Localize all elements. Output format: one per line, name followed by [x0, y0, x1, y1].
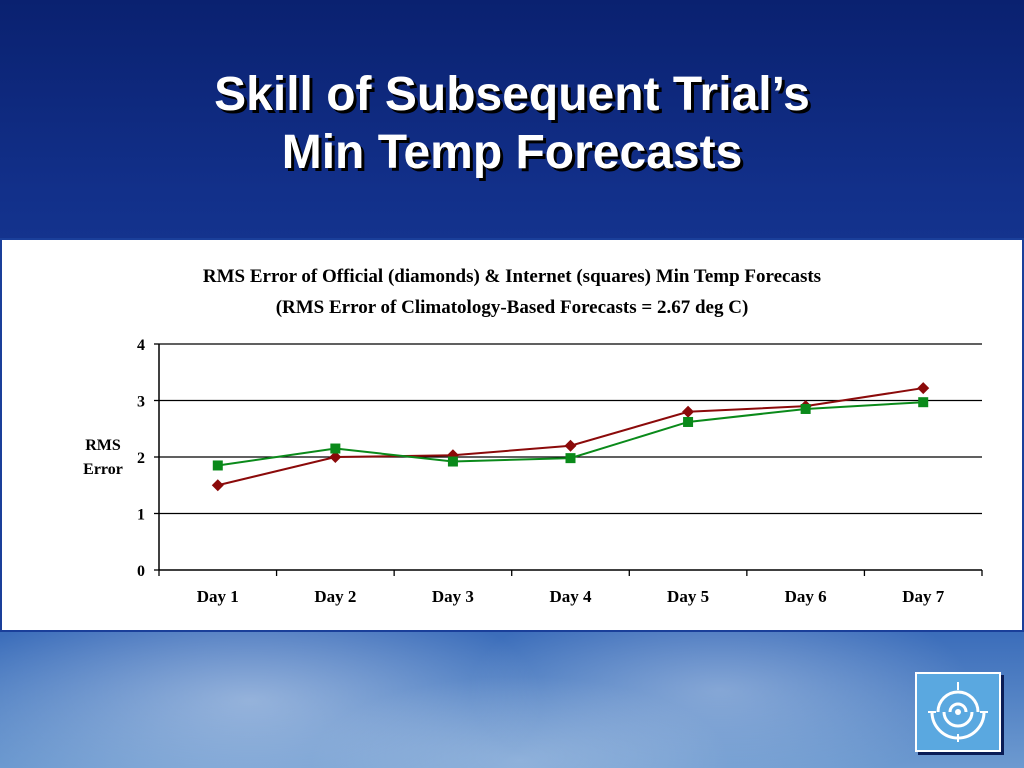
title-line-2: Min Temp Forecasts: [281, 126, 743, 179]
diamond-point: [329, 451, 342, 463]
x-tick-label: Day 1: [197, 587, 239, 606]
x-tick-label: Day 4: [549, 587, 592, 606]
square-point: [800, 403, 811, 414]
x-tick-label: Day 3: [432, 587, 474, 606]
chart-subtitle: (RMS Error of Climatology-Based Forecast…: [276, 297, 749, 318]
square-point: [330, 443, 341, 454]
x-tick-label: Day 7: [902, 587, 945, 606]
square-point: [212, 460, 223, 471]
y-axis-label-line-2: Error: [83, 461, 123, 478]
square-point: [683, 416, 694, 427]
plot-area: 0 1 2 3 4 Day 1 Day 2 Day 3 Day 4 Day 5 Day 6 Day 7: [137, 337, 983, 606]
x-tick-label: Day 5: [667, 587, 709, 606]
y-tick-label: 3: [137, 394, 145, 411]
diamond-point: [917, 382, 930, 395]
y-tick-label: 4: [137, 337, 145, 354]
y-axis-label-line-1: RMS: [85, 437, 121, 454]
y-tick-label: 0: [137, 563, 145, 580]
slide-title: Skill of Subsequent Trial’s Min Temp For…: [0, 66, 1024, 182]
spiral-logo-graphic: [928, 682, 988, 742]
spiral-logo-icon: [915, 672, 1001, 752]
diamond-point: [211, 479, 224, 492]
title-line-1: Skill of Subsequent Trial’s: [214, 68, 810, 121]
chart-title: RMS Error of Official (diamonds) & Inter…: [203, 266, 821, 287]
square-point: [918, 397, 929, 408]
y-tick-label: 2: [137, 450, 145, 467]
y-tick-label: 1: [137, 507, 145, 524]
square-point: [565, 453, 576, 464]
official-series-line: [217, 387, 924, 487]
diamond-point: [564, 439, 577, 452]
chart-panel: RMS Error of Official (diamonds) & Inter…: [0, 238, 1024, 632]
x-tick-label: Day 6: [785, 587, 827, 606]
x-tick-label: Day 2: [314, 587, 356, 606]
rms-error-line-chart: RMS Error of Official (diamonds) & Inter…: [83, 266, 983, 606]
square-point: [447, 456, 458, 467]
diamond-point: [682, 405, 695, 418]
